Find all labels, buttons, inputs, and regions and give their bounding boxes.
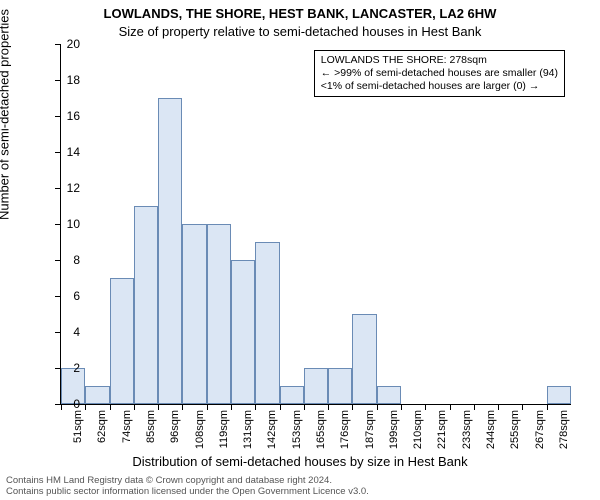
y-tick-label: 12 <box>40 181 80 195</box>
x-tick <box>377 404 378 410</box>
annotation-box: LOWLANDS THE SHORE: 278sqm ← >99% of sem… <box>314 50 565 97</box>
chart-plot-area: LOWLANDS THE SHORE: 278sqm ← >99% of sem… <box>60 44 571 405</box>
x-tick <box>474 404 475 410</box>
x-tick-label: 85sqm <box>145 410 157 443</box>
x-tick-label: 51sqm <box>72 410 84 443</box>
x-tick-label: 74sqm <box>121 410 133 443</box>
y-tick-label: 0 <box>40 397 80 411</box>
histogram-bar <box>377 386 401 404</box>
x-tick <box>207 404 208 410</box>
x-tick-label: 210sqm <box>412 410 424 449</box>
x-tick <box>328 404 329 410</box>
x-tick-label: 165sqm <box>315 410 327 449</box>
chart-title-subtitle: Size of property relative to semi-detach… <box>0 24 600 39</box>
x-tick <box>134 404 135 410</box>
x-tick <box>304 404 305 410</box>
y-tick-label: 2 <box>40 361 80 375</box>
footer-attribution: Contains HM Land Registry data © Crown c… <box>6 476 369 498</box>
y-tick-label: 16 <box>40 109 80 123</box>
y-axis-label: Number of semi-detached properties <box>0 9 12 220</box>
x-tick <box>547 404 548 410</box>
histogram-bar <box>547 386 571 404</box>
x-tick-label: 244sqm <box>485 410 497 449</box>
histogram-bar <box>304 368 328 404</box>
histogram-bar <box>207 224 231 404</box>
x-tick <box>85 404 86 410</box>
x-tick-label: 153sqm <box>291 410 303 449</box>
x-tick-label: 278sqm <box>558 410 570 449</box>
y-tick-label: 10 <box>40 217 80 231</box>
x-tick-label: 62sqm <box>96 410 108 443</box>
y-tick-label: 18 <box>40 73 80 87</box>
x-tick-label: 187sqm <box>364 410 376 449</box>
x-tick-label: 221sqm <box>436 410 448 449</box>
x-tick <box>425 404 426 410</box>
footer-line-2: Contains public sector information licen… <box>6 487 369 498</box>
x-tick-label: 267sqm <box>534 410 546 449</box>
x-axis-caption: Distribution of semi-detached houses by … <box>0 454 600 469</box>
histogram-bar <box>352 314 376 404</box>
x-tick-label: 96sqm <box>169 410 181 443</box>
y-tick-label: 8 <box>40 253 80 267</box>
annotation-line-2: ← >99% of semi-detached houses are small… <box>321 67 558 80</box>
annotation-line-3: <1% of semi-detached houses are larger (… <box>321 80 558 93</box>
x-tick <box>110 404 111 410</box>
x-tick <box>522 404 523 410</box>
y-tick-label: 20 <box>40 37 80 51</box>
x-tick <box>231 404 232 410</box>
x-tick <box>450 404 451 410</box>
histogram-bar <box>231 260 255 404</box>
histogram-bar <box>110 278 134 404</box>
histogram-bar <box>85 386 109 404</box>
y-tick-label: 6 <box>40 289 80 303</box>
histogram-bar <box>182 224 206 404</box>
x-tick-label: 255sqm <box>509 410 521 449</box>
x-tick-label: 119sqm <box>218 410 230 448</box>
x-tick <box>498 404 499 410</box>
x-tick <box>280 404 281 410</box>
x-tick-label: 108sqm <box>194 410 206 449</box>
x-tick <box>255 404 256 410</box>
x-tick-label: 131sqm <box>242 410 254 449</box>
x-tick <box>401 404 402 410</box>
x-tick-label: 142sqm <box>266 410 278 449</box>
x-tick-label: 199sqm <box>388 410 400 449</box>
x-tick <box>182 404 183 410</box>
y-tick-label: 4 <box>40 325 80 339</box>
histogram-bar <box>328 368 352 404</box>
x-tick-label: 233sqm <box>461 410 473 449</box>
histogram-bar <box>134 206 158 404</box>
y-tick-label: 14 <box>40 145 80 159</box>
annotation-line-1: LOWLANDS THE SHORE: 278sqm <box>321 54 558 67</box>
chart-title-address: LOWLANDS, THE SHORE, HEST BANK, LANCASTE… <box>0 6 600 21</box>
histogram-bar <box>280 386 304 404</box>
histogram-bar <box>255 242 279 404</box>
x-tick <box>352 404 353 410</box>
x-tick <box>158 404 159 410</box>
histogram-bar <box>158 98 182 404</box>
x-tick-label: 176sqm <box>339 410 351 449</box>
